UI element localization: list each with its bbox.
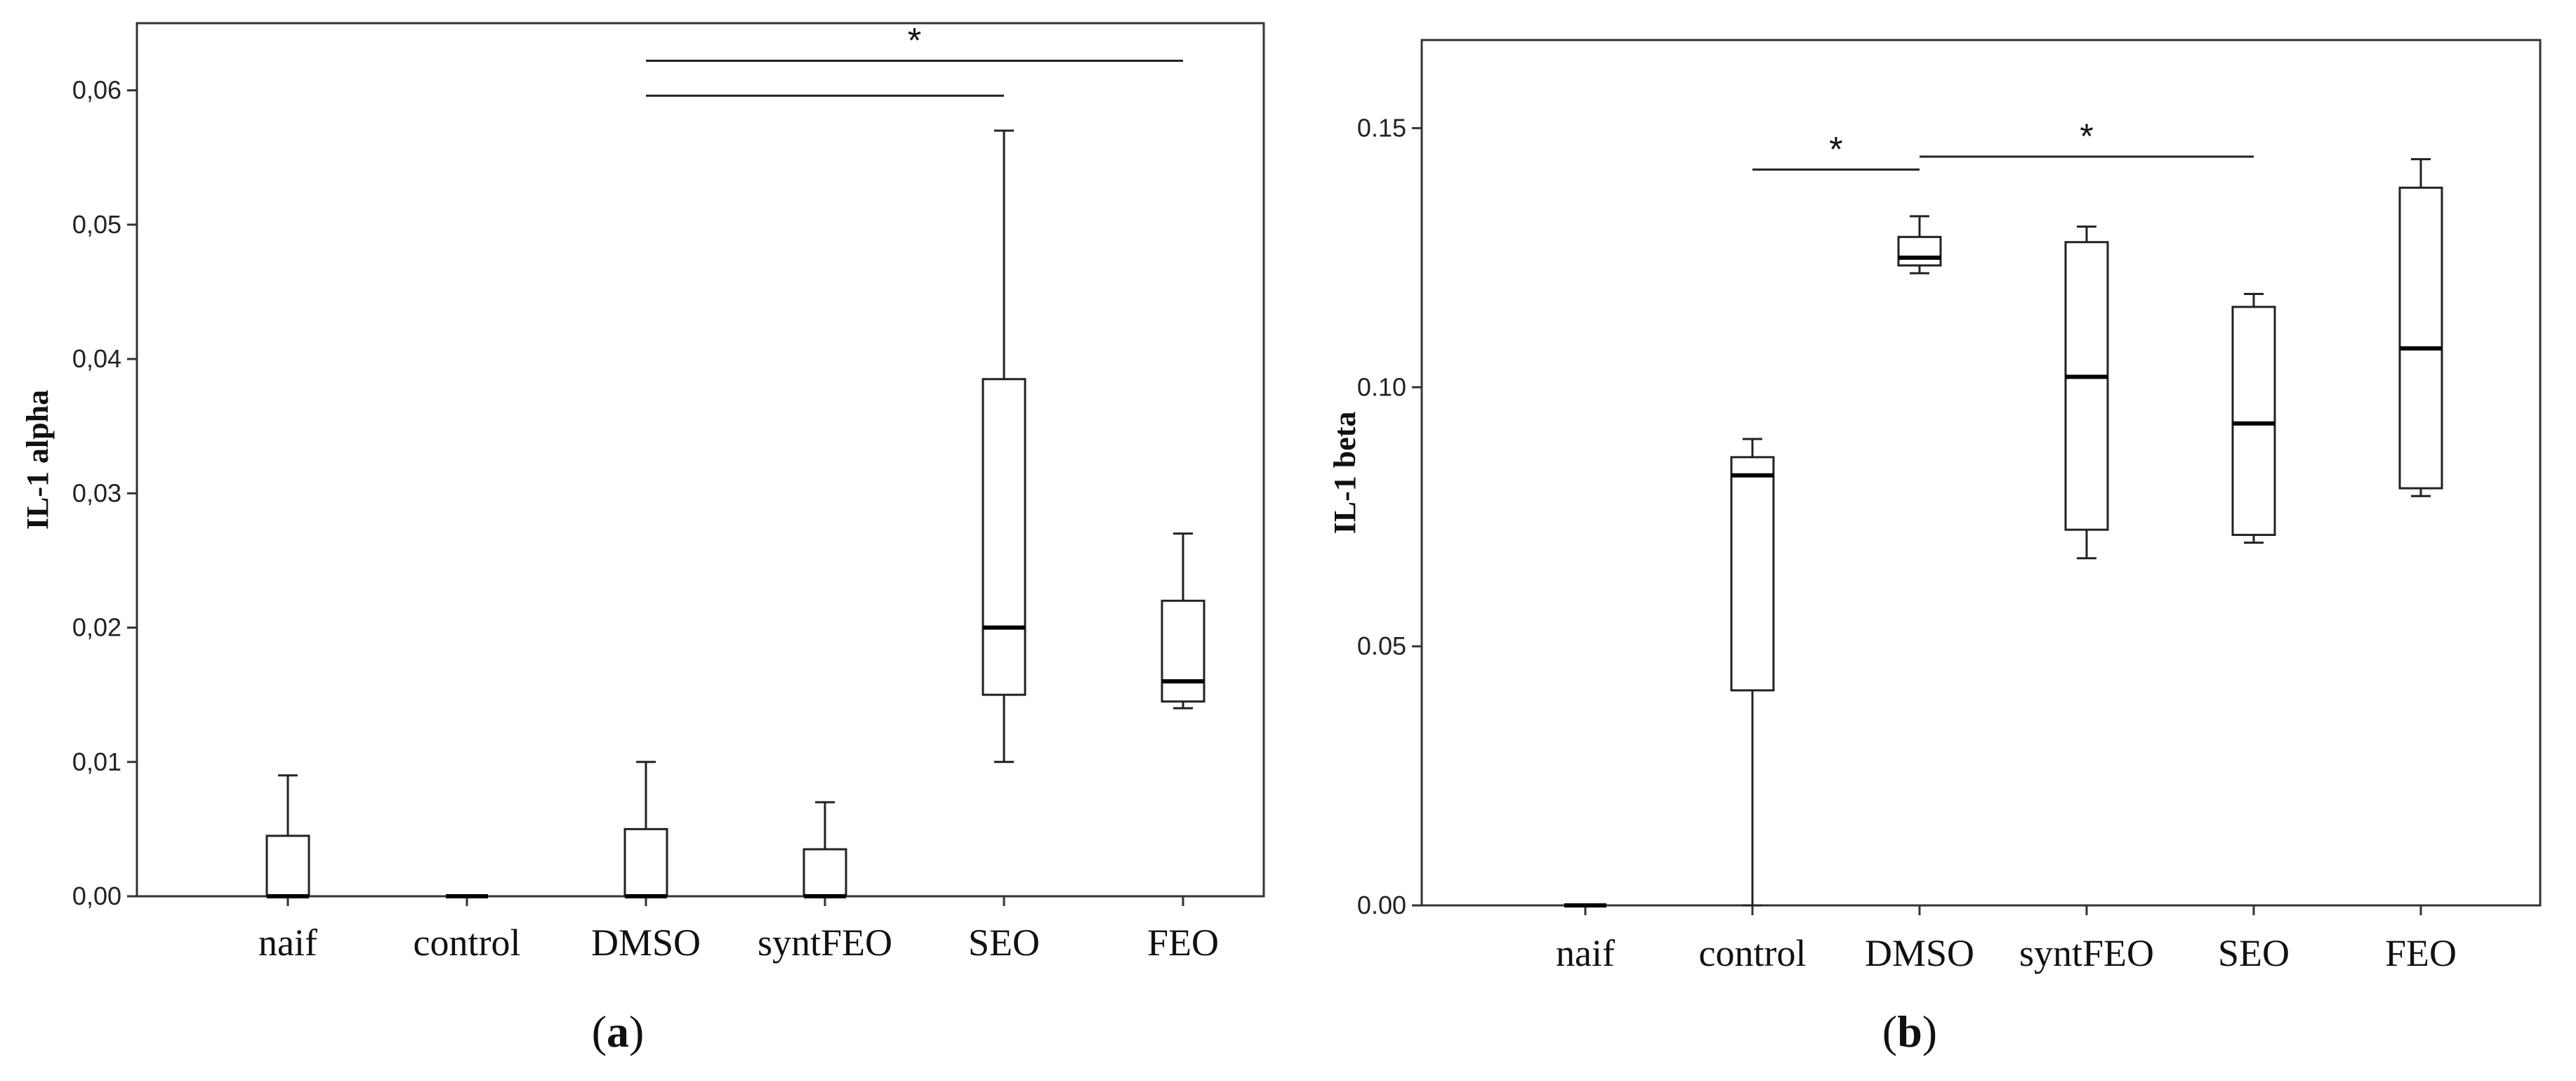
box-seo: [982, 129, 1026, 764]
y-tick-label: 0.00: [1357, 891, 1406, 919]
plot-frame: [136, 22, 1265, 898]
y-tick-label: 0,01: [72, 747, 121, 776]
plot-frame: [1420, 39, 2542, 907]
box-iqr: [623, 827, 668, 898]
x-category-label: FEO: [1147, 922, 1219, 964]
x-category-label: syntFEO: [2019, 932, 2154, 974]
significance-star: *: [2080, 117, 2093, 156]
box-iqr: [1897, 235, 1942, 267]
box-naif: [265, 774, 310, 898]
box-iqr: [1730, 456, 1775, 692]
x-category-label: naif: [1556, 932, 1615, 974]
panel-label-letter: b: [1897, 1007, 1922, 1056]
box-control: [1730, 438, 1775, 907]
box-iqr: [2064, 241, 2109, 531]
y-tick-label: 0,00: [72, 882, 121, 910]
box-iqr: [2231, 306, 2276, 537]
significance-star: *: [1829, 129, 1842, 169]
y-tick-label: 0,02: [72, 613, 121, 642]
x-category-label: DMSO: [1865, 932, 1974, 974]
box-dmso: [1897, 215, 1942, 275]
panel-label-close: ): [629, 1007, 644, 1056]
box-iqr: [265, 834, 310, 898]
y-tick-label: 0,04: [72, 344, 121, 373]
panel-label-letter: a: [607, 1007, 629, 1056]
box-iqr: [802, 848, 847, 898]
box-syntfeo: [2064, 225, 2109, 560]
box-iqr: [1161, 599, 1206, 703]
y-tick-label: 0,03: [72, 478, 121, 507]
y-tick-label: 0,05: [72, 210, 121, 239]
x-category-label: control: [1699, 932, 1806, 974]
box-seo: [2231, 292, 2276, 544]
box-feo: [1161, 532, 1206, 709]
x-category-label: SEO: [2218, 932, 2290, 974]
box-dmso: [623, 761, 668, 898]
box-syntfeo: [802, 801, 847, 898]
y-axis-title: IL-1 beta: [1328, 412, 1362, 535]
chart-panel-a: 0,00 0,01 0,02 0,03 0,04 0,05 0,06 naif control D…: [20, 21, 1265, 1056]
significance-star: *: [908, 21, 921, 60]
y-tick-label: 0.10: [1357, 372, 1406, 401]
x-category-label: FEO: [2385, 932, 2457, 974]
panel-label-open: (: [592, 1007, 607, 1056]
y-tick-label: 0.05: [1357, 631, 1406, 660]
panel-label-open: (: [1882, 1007, 1897, 1056]
chart-panel-b: 0.00 0.05 0.10 0.15 naif control DMSO syntFEO SE…: [1328, 39, 2542, 1056]
x-category-label: naif: [258, 922, 317, 964]
panel-label-close: ): [1922, 1007, 1937, 1056]
box-feo: [2398, 158, 2443, 497]
x-category-label: syntFEO: [758, 922, 892, 964]
x-category-label: control: [414, 922, 521, 964]
box-iqr: [982, 378, 1026, 696]
panel-label: (a): [592, 1007, 645, 1056]
x-category-label: DMSO: [591, 922, 701, 964]
y-axis-title: IL-1 alpha: [20, 390, 55, 530]
y-tick-label: 0,06: [72, 76, 121, 105]
x-category-label: SEO: [968, 922, 1040, 964]
y-tick-label: 0.15: [1357, 113, 1406, 142]
box-iqr: [2398, 186, 2443, 490]
panel-label: (b): [1882, 1007, 1937, 1056]
